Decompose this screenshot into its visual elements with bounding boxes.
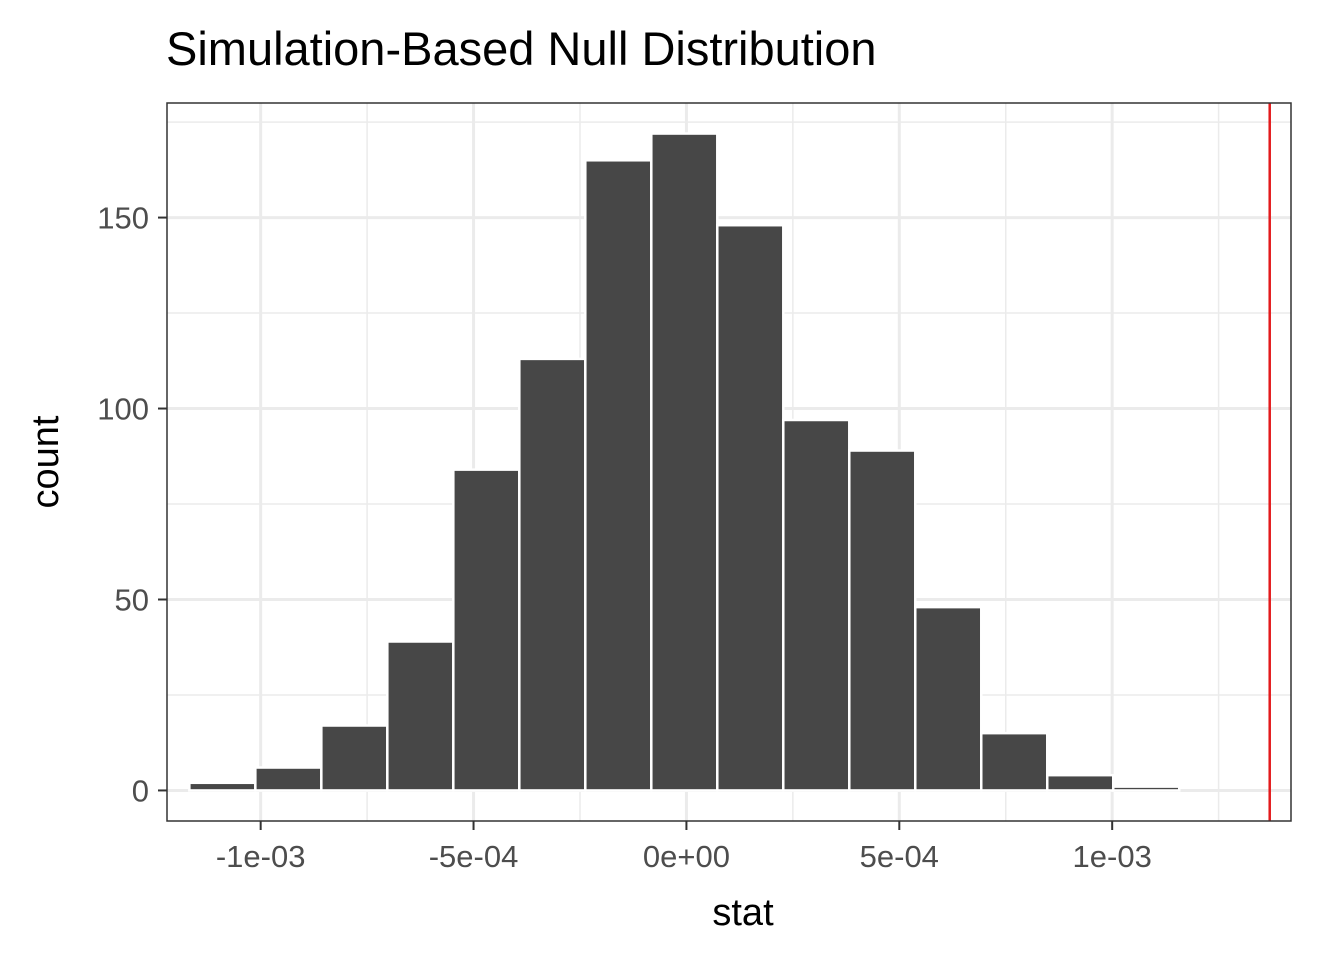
histogram-bars <box>188 132 1181 792</box>
histogram-bar <box>980 731 1049 792</box>
histogram-bar <box>320 724 389 792</box>
y-tick-label: 100 <box>97 392 149 427</box>
histogram-bar <box>452 468 521 792</box>
y-tick-label: 0 <box>132 773 149 808</box>
x-tick-label: 5e-04 <box>860 839 939 874</box>
y-axis: 0 50 100 150 <box>97 201 167 808</box>
histogram-bar <box>188 781 257 792</box>
y-tick-label: 150 <box>97 201 149 236</box>
histogram-bar <box>254 766 323 792</box>
histogram-bar <box>1111 785 1181 792</box>
histogram-bar <box>386 640 455 792</box>
histogram-bar <box>716 223 785 792</box>
x-tick-label: -1e-03 <box>216 839 306 874</box>
histogram-bar <box>914 605 983 792</box>
y-tick-label: 50 <box>115 582 149 617</box>
x-tick-label: -5e-04 <box>429 839 519 874</box>
panel-border <box>166 102 1292 822</box>
x-axis: -1e-03 -5e-04 0e+00 5e-04 1e-03 <box>216 821 1152 874</box>
histogram-bar <box>782 418 851 792</box>
x-tick-label: 1e-03 <box>1073 839 1152 874</box>
x-tick-label: 0e+00 <box>643 839 730 874</box>
histogram-bar <box>518 357 587 792</box>
histogram-bar <box>1046 773 1115 792</box>
y-axis-title: count <box>25 415 67 508</box>
histogram-bar <box>650 132 719 792</box>
histogram-bar <box>584 159 653 792</box>
histogram-bar <box>848 449 917 792</box>
x-axis-title: stat <box>712 892 774 934</box>
chart-title: Simulation-Based Null Distribution <box>166 22 877 75</box>
